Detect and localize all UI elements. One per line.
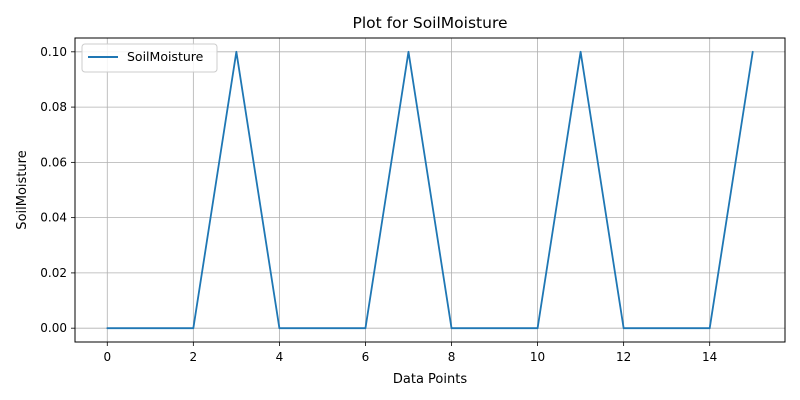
x-axis-label: Data Points — [393, 372, 467, 387]
y-tick-label: 0.02 — [40, 266, 67, 280]
y-tick-label: 0.10 — [40, 45, 67, 59]
y-axis-ticks: 0.00 0.02 0.04 0.06 0.08 0.10 — [40, 45, 75, 335]
x-tick-label: 6 — [362, 350, 370, 364]
x-tick-label: 8 — [448, 350, 456, 364]
series-line-soilmoisture — [106, 50, 754, 330]
x-tick-label: 0 — [103, 350, 111, 364]
y-tick-label: 0.06 — [40, 155, 67, 169]
y-tick-label: 0.04 — [40, 211, 67, 225]
x-tick-label: 4 — [276, 350, 284, 364]
x-tick-label: 2 — [190, 350, 198, 364]
plot-area-frame — [74, 37, 786, 343]
legend-label: SoilMoisture — [127, 49, 204, 64]
chart-title: Plot for SoilMoisture — [352, 14, 507, 32]
x-tick-label: 12 — [616, 350, 631, 364]
legend-box — [81, 43, 218, 73]
legend: SoilMoisture — [81, 43, 218, 73]
series-layer — [106, 50, 754, 330]
y-tick-label: 0.00 — [40, 321, 67, 335]
y-tick-label: 0.08 — [40, 100, 67, 114]
y-axis-label: SoilMoisture — [15, 150, 30, 229]
x-axis-ticks: 0 2 4 6 8 10 12 14 — [103, 342, 717, 364]
x-tick-label: 14 — [702, 350, 717, 364]
x-tick-label: 10 — [530, 350, 545, 364]
